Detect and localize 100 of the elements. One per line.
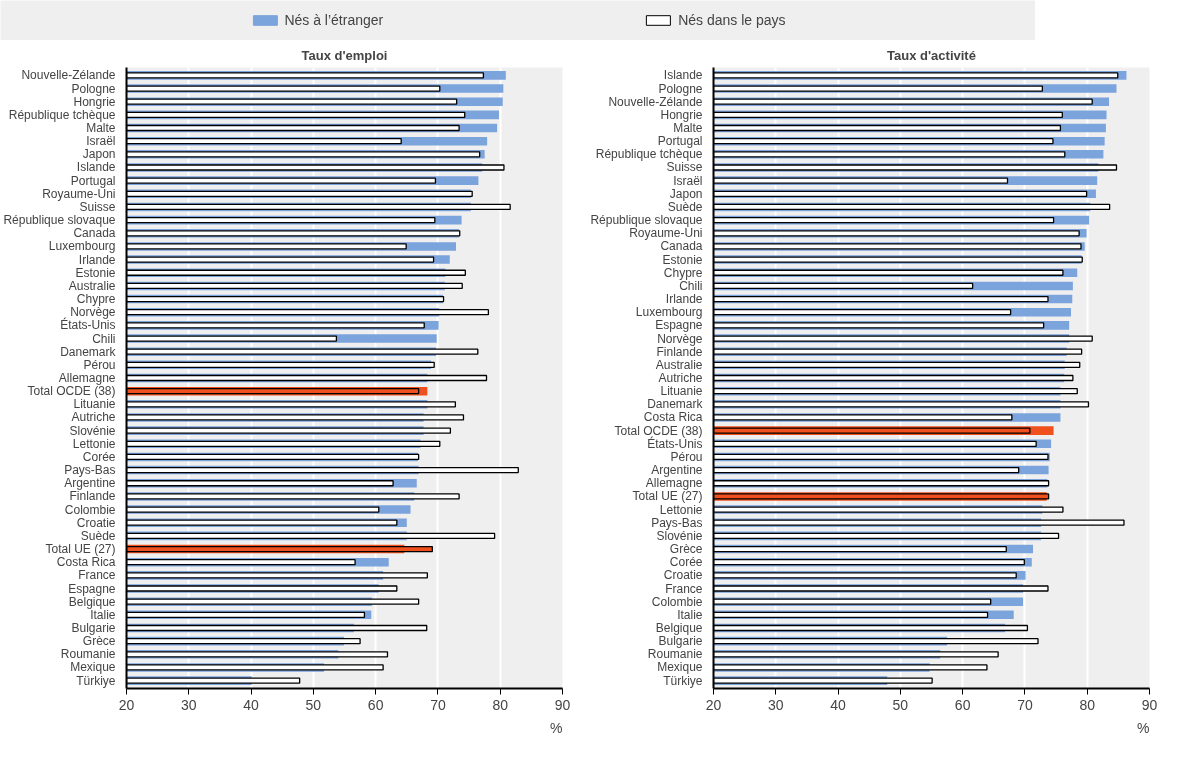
y-tick-label: Australie	[655, 357, 703, 372]
x-tick-label: 40	[830, 696, 847, 713]
y-tick-label: Danemark	[60, 344, 117, 359]
y-tick-label: Lituanie	[73, 397, 116, 412]
y-tick-label: Grèce	[669, 542, 703, 557]
y-tick-label: Luxembourg	[635, 305, 703, 320]
legend-label: Nés dans le pays	[678, 12, 786, 28]
y-tick-label: Allemagne	[58, 371, 116, 385]
y-tick-label: République tchèque	[8, 107, 116, 122]
y-tick-label: Japon	[669, 186, 703, 201]
y-tick-label: Malte	[673, 121, 703, 136]
y-tick-label: Danemark	[647, 397, 704, 412]
y-tick-label: Pays-Bas	[651, 515, 703, 530]
y-tick-label: Colombie	[64, 502, 116, 517]
y-tick-label: France	[665, 581, 703, 596]
y-tick-label: Islande	[663, 68, 703, 83]
y-tick-label: Total UE (27)	[632, 489, 703, 504]
x-tick-label: 70	[430, 696, 446, 713]
y-tick-label: République slovaque	[590, 213, 703, 228]
y-tick-label: États-Unis	[60, 317, 116, 333]
y-tick-label: Bulgarie	[658, 634, 703, 649]
y-tick-label: Corée	[669, 555, 703, 570]
y-tick-label: Pérou	[670, 449, 703, 464]
x-tick-label: 60	[954, 696, 971, 713]
y-tick-label: Allemagne	[645, 476, 703, 491]
y-tick-label: France	[78, 568, 116, 583]
y-tick-label: Mexique	[657, 660, 703, 675]
x-axis-title: %	[1137, 719, 1150, 736]
legend-label: Nés à l’étranger	[284, 12, 384, 28]
y-tick-label: Colombie	[651, 594, 703, 609]
y-tick-label: Nouvelle-Zélande	[21, 68, 116, 83]
y-tick-label: Estonie	[662, 252, 703, 267]
y-tick-label: Mexique	[70, 660, 116, 675]
y-tick-label: États-Unis	[647, 435, 703, 451]
y-tick-label: Finlande	[69, 489, 116, 504]
y-tick-label: Corée	[82, 449, 116, 464]
y-tick-label: Roumanie	[647, 647, 703, 662]
y-tick-label: Norvège	[70, 305, 116, 320]
y-tick-label: Finlande	[656, 344, 703, 359]
y-tick-label: Canada	[660, 239, 703, 254]
x-tick-label: 20	[705, 696, 722, 713]
y-tick-label: Argentine	[64, 476, 116, 491]
y-tick-label: Croatie	[76, 515, 116, 530]
y-tick-label: Total OCDE (38)	[614, 423, 703, 438]
x-tick-label: 30	[181, 696, 197, 713]
x-tick-label: 20	[118, 696, 135, 713]
x-tick-label: 80	[1079, 696, 1096, 713]
x-tick-label: 70	[1017, 696, 1033, 713]
y-tick-label: Croatie	[663, 568, 703, 583]
y-tick-label: Espagne	[655, 318, 703, 333]
y-tick-label: République tchèque	[595, 147, 703, 162]
x-tick-label: 50	[305, 696, 322, 713]
y-tick-label: Costa Rica	[56, 555, 116, 570]
y-tick-label: Malte	[86, 121, 116, 136]
y-tick-label: Hongrie	[73, 94, 116, 109]
y-tick-label: Suisse	[666, 160, 703, 175]
y-tick-label: Chypre	[663, 265, 703, 280]
y-tick-label: Estonie	[75, 265, 116, 280]
y-tick-label: Türkiye	[663, 673, 703, 688]
y-tick-label: Luxembourg	[48, 239, 116, 254]
y-tick-label: Italie	[677, 607, 703, 622]
y-tick-label: Türkiye	[76, 673, 116, 688]
x-tick-label: 80	[492, 696, 509, 713]
y-tick-label: Japon	[82, 147, 116, 162]
x-tick-label: 50	[892, 696, 909, 713]
y-tick-label: Total UE (27)	[45, 542, 116, 557]
y-tick-label: Bulgarie	[71, 620, 116, 635]
x-tick-label: 90	[554, 696, 571, 713]
y-tick-label: Argentine	[651, 463, 703, 478]
x-tick-label: 90	[1141, 696, 1158, 713]
x-axis-title: %	[550, 719, 563, 736]
y-tick-label: Irlande	[665, 292, 703, 307]
y-tick-label: Pologne	[658, 81, 703, 96]
y-tick-label: Islande	[76, 160, 116, 175]
y-tick-label: Israël	[673, 173, 703, 188]
y-tick-label: Autriche	[658, 371, 703, 385]
y-tick-label: Australie	[68, 278, 116, 293]
y-tick-label: Chili	[92, 331, 116, 346]
y-tick-label: Pérou	[83, 357, 116, 372]
y-tick-label: Chypre	[76, 292, 116, 307]
y-tick-label: Pays-Bas	[64, 463, 116, 478]
y-tick-label: Hongrie	[660, 107, 703, 122]
y-tick-label: Portugal	[657, 134, 703, 149]
y-tick-label: Suisse	[79, 199, 116, 214]
y-tick-label: Belgique	[655, 620, 703, 635]
y-tick-label: Pologne	[71, 81, 116, 96]
y-tick-label: Total OCDE (38)	[27, 384, 116, 399]
y-tick-label: Espagne	[68, 581, 116, 596]
y-tick-label: Costa Rica	[643, 410, 703, 425]
y-tick-label: Nouvelle-Zélande	[608, 94, 703, 109]
y-tick-label: Royaume-Uni	[629, 226, 703, 241]
y-tick-label: Irlande	[78, 252, 116, 267]
y-tick-label: Lettonie	[72, 436, 116, 451]
y-tick-label: Norvège	[657, 331, 703, 346]
y-tick-label: Israël	[86, 134, 116, 149]
y-tick-label: Lituanie	[660, 384, 703, 399]
y-tick-label: République slovaque	[3, 213, 116, 228]
x-tick-label: 30	[768, 696, 784, 713]
chart-title: Taux d'activité	[887, 47, 976, 63]
y-tick-label: Slovénie	[69, 423, 116, 438]
